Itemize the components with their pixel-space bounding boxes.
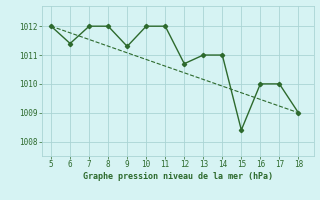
X-axis label: Graphe pression niveau de la mer (hPa): Graphe pression niveau de la mer (hPa) [83, 172, 273, 181]
